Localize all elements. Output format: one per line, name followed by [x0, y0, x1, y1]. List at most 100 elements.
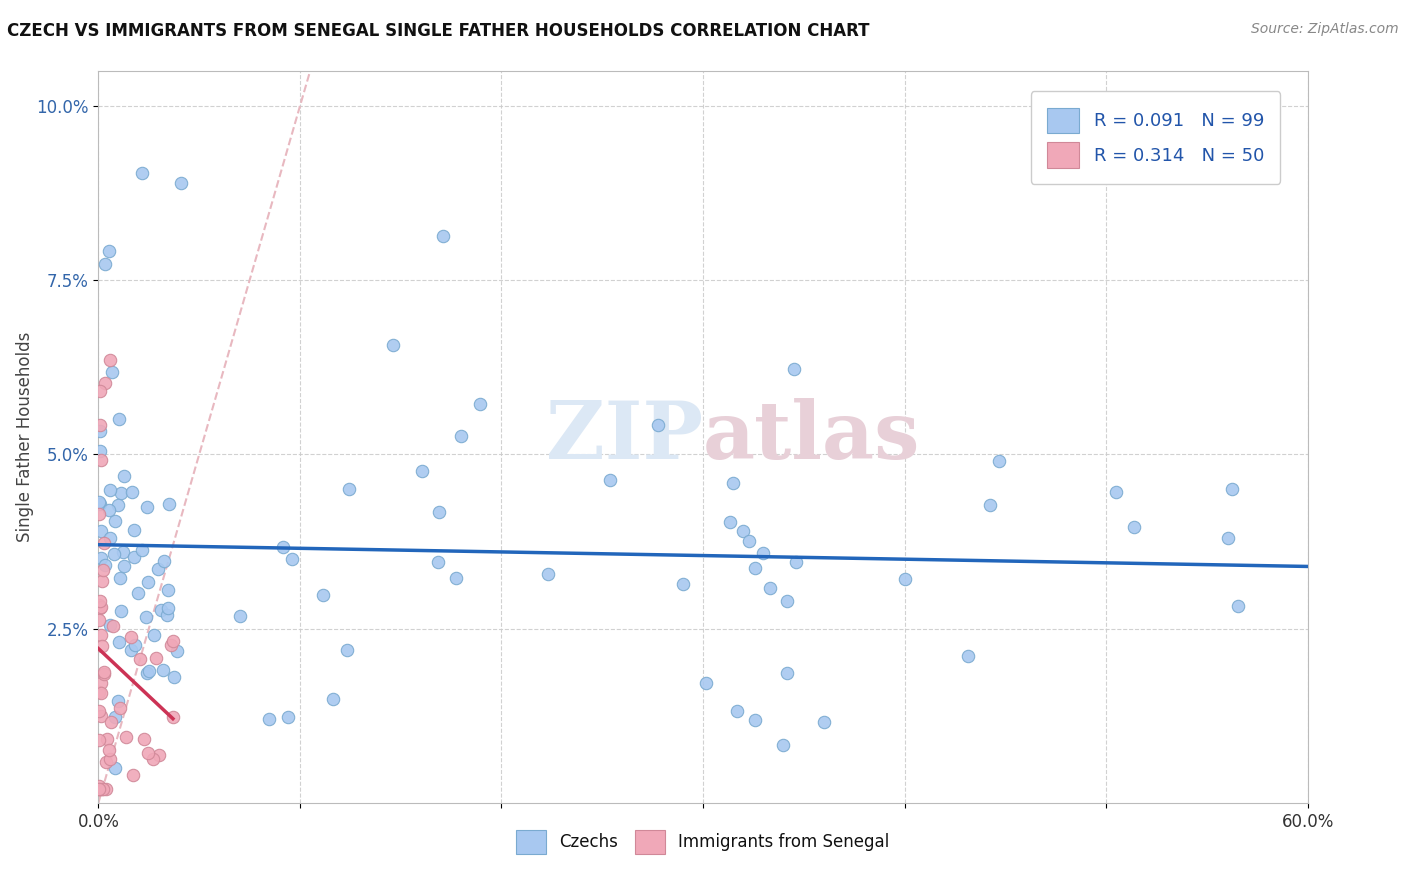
Point — [110, 485, 132, 500]
Point — [93, 257, 115, 271]
Point — [149, 603, 172, 617]
Point — [96, 731, 118, 746]
Point — [162, 709, 184, 723]
Point — [89, 424, 111, 438]
Point — [127, 585, 149, 599]
Point — [446, 571, 468, 585]
Point — [537, 567, 560, 582]
Point — [89, 384, 111, 398]
Point — [166, 643, 188, 657]
Point — [718, 515, 741, 529]
Point — [136, 500, 159, 514]
Point — [91, 781, 114, 796]
Point — [90, 628, 112, 642]
Point — [311, 588, 333, 602]
Point — [599, 473, 621, 487]
Point — [89, 418, 111, 433]
Point — [131, 543, 153, 558]
Text: atlas: atlas — [703, 398, 921, 476]
Point — [271, 540, 294, 554]
Point — [427, 504, 450, 518]
Point — [1222, 482, 1244, 496]
Point — [120, 643, 142, 657]
Point — [135, 665, 157, 680]
Point — [775, 593, 797, 607]
Point — [98, 618, 121, 632]
Point — [108, 412, 131, 426]
Point — [93, 563, 115, 577]
Point — [87, 598, 110, 612]
Point — [91, 781, 114, 796]
Point — [98, 244, 121, 258]
Point — [96, 756, 118, 770]
Point — [281, 552, 304, 566]
Point — [107, 694, 129, 708]
Point — [426, 555, 449, 569]
Point — [772, 738, 794, 752]
Point — [89, 495, 111, 509]
Point — [89, 497, 111, 511]
Point — [136, 574, 159, 589]
Point — [89, 704, 111, 718]
Point — [987, 454, 1010, 468]
Point — [721, 475, 744, 490]
Point — [322, 692, 344, 706]
Point — [146, 562, 169, 576]
Point — [100, 365, 122, 379]
Point — [90, 708, 112, 723]
Point — [97, 503, 120, 517]
Text: CZECH VS IMMIGRANTS FROM SENEGAL SINGLE FATHER HOUSEHOLDS CORRELATION CHART: CZECH VS IMMIGRANTS FROM SENEGAL SINGLE … — [7, 22, 869, 40]
Text: ZIP: ZIP — [546, 398, 703, 476]
Point — [89, 444, 111, 458]
Point — [98, 743, 121, 757]
Point — [98, 531, 121, 545]
Point — [91, 639, 114, 653]
Point — [94, 376, 117, 391]
Point — [89, 453, 111, 467]
Point — [157, 497, 180, 511]
Point — [93, 535, 115, 549]
Point — [124, 638, 146, 652]
Point — [87, 507, 110, 521]
Point — [90, 524, 112, 538]
Point — [157, 600, 180, 615]
Point — [785, 555, 807, 569]
Point — [138, 664, 160, 678]
Point — [170, 176, 193, 190]
Point — [783, 361, 806, 376]
Point — [894, 572, 917, 586]
Point — [259, 712, 281, 726]
Point — [93, 558, 115, 572]
Point — [153, 554, 176, 568]
Point — [89, 600, 111, 615]
Point — [382, 338, 405, 352]
Point — [89, 781, 111, 796]
Point — [120, 630, 142, 644]
Point — [124, 549, 146, 564]
Point — [157, 583, 180, 598]
Point — [725, 704, 748, 718]
Point — [131, 166, 153, 180]
Point — [104, 761, 127, 775]
Point — [108, 635, 131, 649]
Point — [160, 638, 183, 652]
Point — [733, 524, 755, 539]
Point — [229, 609, 252, 624]
Point — [336, 643, 359, 657]
Point — [111, 545, 134, 559]
Point — [108, 571, 131, 585]
Point — [112, 559, 135, 574]
Point — [87, 781, 110, 796]
Point — [90, 551, 112, 566]
Point — [90, 686, 112, 700]
Point — [89, 613, 111, 627]
Point — [277, 709, 299, 723]
Point — [647, 417, 669, 432]
Text: Source: ZipAtlas.com: Source: ZipAtlas.com — [1251, 22, 1399, 37]
Point — [112, 469, 135, 483]
Point — [100, 751, 122, 765]
Point — [87, 781, 110, 796]
Point — [163, 670, 186, 684]
Point — [979, 498, 1001, 512]
Point — [135, 610, 157, 624]
